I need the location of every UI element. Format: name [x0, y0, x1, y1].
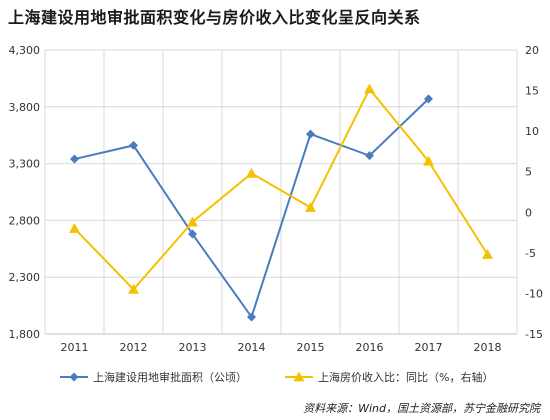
x-tick-label: 2013: [179, 341, 207, 354]
data-point-diamond: [188, 229, 197, 239]
left-tick-label: 2,300: [9, 271, 41, 284]
right-tick-label: -15: [525, 328, 543, 341]
x-tick-label: 2012: [120, 341, 148, 354]
data-point-diamond: [70, 154, 79, 164]
data-point-triangle: [482, 248, 493, 259]
grid-lines: [44, 49, 518, 335]
data-point-triangle: [293, 371, 305, 382]
left-tick-label: 4,300: [9, 44, 41, 57]
x-tick-label: 2011: [61, 341, 89, 354]
x-tick-label: 2015: [297, 341, 325, 354]
axes: 1,800 2,300 2,800 3,300 3,800 4,300 -15 -10 -5 0 5…: [9, 44, 543, 354]
data-point-triangle: [305, 201, 316, 212]
data-point-diamond: [306, 129, 315, 139]
data-point-diamond: [365, 151, 374, 161]
left-tick-label: 3,800: [9, 101, 41, 114]
right-tick-label: 0: [525, 206, 532, 219]
legend: 上海建设用地审批面积（公顷） 上海房价收入比：同比（%，右轴）: [60, 370, 493, 384]
x-tick-label: 2016: [356, 341, 384, 354]
data-point-diamond: [69, 372, 79, 382]
left-tick-label: 2,800: [9, 214, 41, 227]
data-point-triangle: [364, 83, 375, 94]
left-tick-label: 1,800: [9, 328, 41, 341]
data-point-diamond: [129, 140, 138, 150]
source-note: 资料来源：Wind，国土资源部，苏宁金融研究院: [303, 402, 540, 415]
right-tick-label: -5: [525, 247, 536, 260]
data-point-triangle: [423, 155, 434, 166]
series-line-2: [73, 87, 489, 291]
data-point-triangle: [246, 167, 257, 178]
data-point-triangle: [128, 283, 139, 294]
chart-title: 上海建设用地审批面积变化与房价收入比变化呈反向关系: [8, 8, 421, 27]
series-layer: [69, 83, 493, 322]
x-tick-label: 2014: [238, 341, 266, 354]
data-point-diamond: [424, 94, 433, 104]
data-point-triangle: [69, 223, 80, 233]
right-tick-label: 20: [525, 44, 539, 57]
right-tick-label: -10: [525, 287, 543, 300]
right-tick-label: 10: [525, 125, 539, 138]
data-point-diamond: [247, 312, 256, 322]
legend-label-2: 上海房价收入比：同比（%，右轴）: [318, 370, 493, 384]
right-tick-label: 15: [525, 85, 539, 98]
data-point-triangle: [187, 216, 198, 227]
left-tick-label: 3,300: [9, 158, 41, 171]
right-tick-label: 5: [525, 166, 532, 179]
legend-label-1: 上海建设用地审批面积（公顷）: [93, 370, 247, 384]
x-tick-label: 2018: [474, 341, 502, 354]
x-tick-label: 2017: [415, 341, 443, 354]
